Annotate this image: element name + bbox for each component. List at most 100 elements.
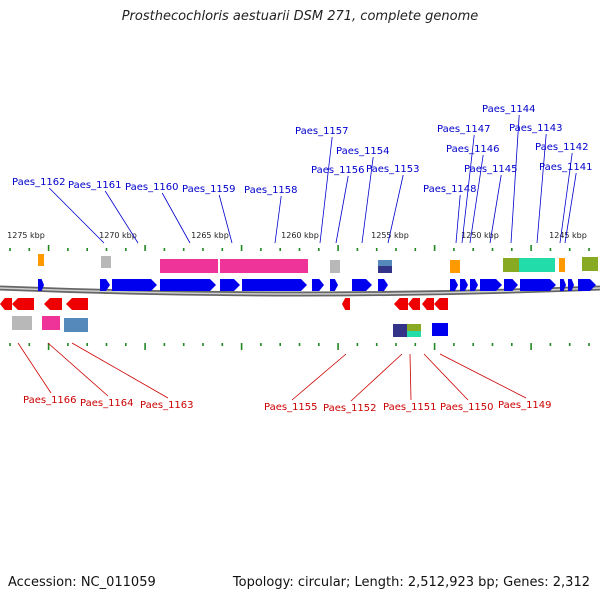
reverse-gene-label: Paes_1151 <box>383 402 437 413</box>
label-leader-line <box>335 175 349 244</box>
reverse-gene-label: Paes_1164 <box>80 398 134 409</box>
label-leader-line <box>161 192 191 244</box>
reverse-gene-label: Paes_1155 <box>264 402 318 413</box>
label-leader-line <box>409 353 412 401</box>
forward-gene-label: Paes_1156 <box>311 165 365 176</box>
forward-gene-arrow <box>470 279 478 291</box>
gene-feature-box <box>519 258 555 272</box>
reverse-gene-arrow <box>44 298 62 310</box>
reverse-gene-label: Paes_1149 <box>498 400 552 411</box>
label-leader-line <box>469 154 484 244</box>
reverse-gene-arrow <box>342 298 350 310</box>
forward-gene-arrow <box>160 279 216 291</box>
label-leader-line <box>47 342 109 397</box>
gene-feature-box <box>393 324 407 337</box>
forward-gene-arrow <box>220 279 240 291</box>
label-leader-line <box>510 114 520 244</box>
gene-feature-box <box>407 324 421 331</box>
forward-gene-label: Paes_1148 <box>423 184 477 195</box>
scale-label: 1265 kbp <box>191 231 229 240</box>
forward-gene-arrow <box>460 279 468 291</box>
reverse-gene-arrow <box>12 298 34 310</box>
label-leader-line <box>17 342 52 394</box>
forward-gene-label: Paes_1143 <box>509 123 563 134</box>
label-leader-line <box>350 353 403 402</box>
reverse-gene-label: Paes_1152 <box>323 403 377 414</box>
forward-gene-label: Paes_1160 <box>125 182 179 193</box>
forward-gene-label: Paes_1144 <box>482 104 536 115</box>
map-title: Prosthecochloris aestuarii DSM 271, comp… <box>121 9 479 24</box>
forward-gene-label: Paes_1159 <box>182 184 236 195</box>
gene-feature-box <box>432 323 448 336</box>
gene-feature-box <box>378 266 392 273</box>
forward-gene-label: Paes_1161 <box>68 180 122 191</box>
gene-feature-box <box>503 258 519 272</box>
forward-gene-label: Paes_1153 <box>366 164 420 175</box>
gene-feature-box <box>220 259 242 273</box>
forward-gene-label: Paes_1146 <box>446 144 500 155</box>
label-leader-line <box>489 174 502 244</box>
reverse-gene-arrow <box>66 298 88 310</box>
forward-gene-label: Paes_1141 <box>539 162 593 173</box>
label-leader-line <box>564 172 577 244</box>
reverse-gene-label: Paes_1163 <box>140 400 194 411</box>
forward-gene-label: Paes_1145 <box>464 164 518 175</box>
label-leader-line <box>439 353 527 399</box>
reverse-gene-arrow <box>408 298 420 310</box>
genome-backbone-highlight <box>0 287 600 295</box>
label-leader-line <box>361 156 374 244</box>
label-leader-line <box>536 133 547 244</box>
gene-feature-box <box>450 260 460 273</box>
forward-gene-label: Paes_1147 <box>437 124 491 135</box>
reverse-gene-label: Paes_1166 <box>23 395 77 406</box>
forward-gene-arrow <box>312 279 324 291</box>
forward-gene-label: Paes_1162 <box>12 177 66 188</box>
scale-label: 1275 kbp <box>7 231 45 240</box>
forward-gene-arrow <box>560 279 566 291</box>
label-leader-line <box>48 187 105 244</box>
forward-gene-arrow <box>352 279 372 291</box>
forward-gene-arrow <box>100 279 110 291</box>
gene-feature-box <box>12 316 32 330</box>
forward-gene-arrow <box>112 279 157 291</box>
label-leader-line <box>559 152 573 244</box>
forward-gene-label: Paes_1157 <box>295 126 349 137</box>
reverse-gene-arrow <box>0 298 12 310</box>
genome-summary-text: Topology: circular; Length: 2,512,923 bp… <box>232 575 590 590</box>
gene-feature-box <box>64 318 88 332</box>
forward-gene-arrow <box>578 279 596 291</box>
forward-gene-label: Paes_1158 <box>244 185 298 196</box>
forward-gene-arrow <box>504 279 518 291</box>
reverse-gene-arrow <box>394 298 408 310</box>
scale-label: 1260 kbp <box>281 231 319 240</box>
forward-gene-arrow <box>450 279 458 291</box>
gene-feature-box <box>101 256 111 268</box>
forward-gene-arrow <box>378 279 388 291</box>
forward-gene-arrow <box>568 279 574 291</box>
gene-feature-box <box>42 316 60 330</box>
label-leader-line <box>461 134 475 244</box>
gene-feature-box <box>38 254 44 266</box>
label-leader-line <box>319 136 333 244</box>
gene-feature-box <box>407 331 421 337</box>
scale-label: 1245 kbp <box>549 231 587 240</box>
reverse-gene-arrow <box>434 298 448 310</box>
label-leader-line <box>274 195 282 244</box>
label-leader-line <box>423 353 469 401</box>
label-leader-line <box>291 353 347 401</box>
gene-feature-box <box>330 260 340 273</box>
reverse-gene-label: Paes_1150 <box>440 402 494 413</box>
label-leader-line <box>71 342 169 399</box>
label-leader-line <box>455 194 461 244</box>
accession-text: Accession: NC_011059 <box>8 575 156 590</box>
forward-gene-arrow <box>330 279 338 291</box>
forward-gene-label: Paes_1142 <box>535 142 589 153</box>
gene-feature-box <box>242 259 308 273</box>
label-leader-line <box>104 190 139 244</box>
gene-feature-box <box>559 258 565 272</box>
gene-feature-box <box>582 257 598 271</box>
forward-gene-arrow <box>38 279 44 291</box>
forward-gene-label: Paes_1154 <box>336 146 390 157</box>
forward-gene-arrow <box>242 279 307 291</box>
